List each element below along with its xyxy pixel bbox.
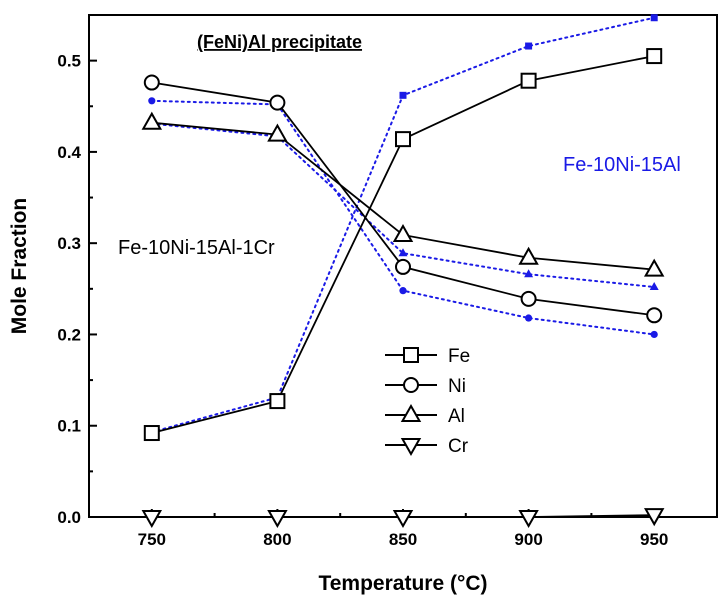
annotation-fe-10ni-15al: Fe-10Ni-15Al (563, 154, 681, 176)
data-point-fe-dotted (650, 14, 658, 22)
data-point-fe-solid (269, 393, 286, 410)
data-point-al-solid (267, 123, 288, 142)
x-tick-label: 750 (138, 530, 166, 549)
data-point-fe-solid (520, 72, 537, 89)
series-line-al-dotted (150, 122, 656, 288)
data-point-cr-solid (392, 510, 414, 529)
y-tick-label: 0.5 (57, 52, 81, 71)
series-fe-solid (143, 48, 663, 442)
y-axis-title: Mole Fraction (8, 198, 31, 335)
series-layer (141, 14, 665, 529)
legend-label-cr: Cr (448, 436, 469, 457)
y-tick-label: 0.3 (57, 234, 81, 253)
data-point-ni-solid (520, 290, 537, 307)
chart-title: (FeNi)Al precipitate (197, 32, 362, 52)
data-point-ni-solid (143, 74, 160, 91)
data-point-al-dotted (524, 269, 534, 278)
data-point-cr-solid (267, 510, 288, 529)
y-tick-label: 0.2 (57, 325, 81, 344)
axis-ticks: 750 800 850 900 950 0.0 0.1 0.2 0.3 0.4 0.5 (57, 14, 668, 549)
series-line-ni-solid (151, 81, 655, 317)
legend-label-al: Al (448, 406, 465, 427)
data-point-fe-solid (395, 131, 411, 148)
data-point-al-solid (141, 111, 163, 130)
legend-marker-ni (403, 377, 419, 393)
data-point-al-dotted (398, 248, 408, 257)
y-tick-label: 0.4 (57, 143, 81, 162)
x-tick-label: 900 (514, 530, 542, 549)
data-point-al-dotted (649, 281, 659, 290)
y-tick-label: 0.0 (57, 508, 81, 527)
y-tick-label: 0.1 (57, 417, 81, 436)
x-axis-title: Temperature (°C) (318, 572, 487, 595)
data-point-ni-dotted (148, 97, 156, 105)
data-point-fe-solid (143, 425, 160, 442)
legend-label-fe: Fe (448, 346, 470, 367)
x-tick-label: 850 (389, 530, 417, 549)
x-tick-label: 800 (263, 530, 291, 549)
x-tick-label: 950 (640, 530, 668, 549)
data-point-fe-dotted (525, 42, 533, 50)
data-point-cr-solid (141, 510, 163, 529)
data-point-ni-dotted (525, 314, 533, 322)
data-point-al-solid (392, 223, 414, 242)
legend: Fe Ni Al Cr (385, 346, 470, 457)
legend-marker-al (400, 403, 422, 422)
annotation-fe-10ni-15al-1cr: Fe-10Ni-15Al-1Cr (118, 237, 275, 259)
data-point-ni-dotted (650, 330, 658, 339)
legend-label-ni: Ni (448, 376, 466, 397)
data-point-cr-solid (518, 510, 539, 529)
data-point-ni-solid (395, 258, 411, 275)
data-point-ni-solid (646, 307, 663, 324)
legend-marker-cr (400, 438, 422, 457)
series-cr-solid (141, 508, 665, 529)
data-point-ni-solid (269, 94, 286, 111)
data-point-al-solid (518, 246, 539, 265)
series-al-solid (141, 111, 665, 277)
legend-marker-fe (403, 347, 419, 363)
data-point-al-solid (643, 258, 665, 277)
data-point-fe-solid (646, 48, 663, 65)
series-ni-solid (143, 74, 663, 324)
data-point-ni-dotted (399, 287, 407, 295)
data-point-cr-solid (643, 508, 665, 527)
data-point-fe-dotted (399, 91, 407, 99)
